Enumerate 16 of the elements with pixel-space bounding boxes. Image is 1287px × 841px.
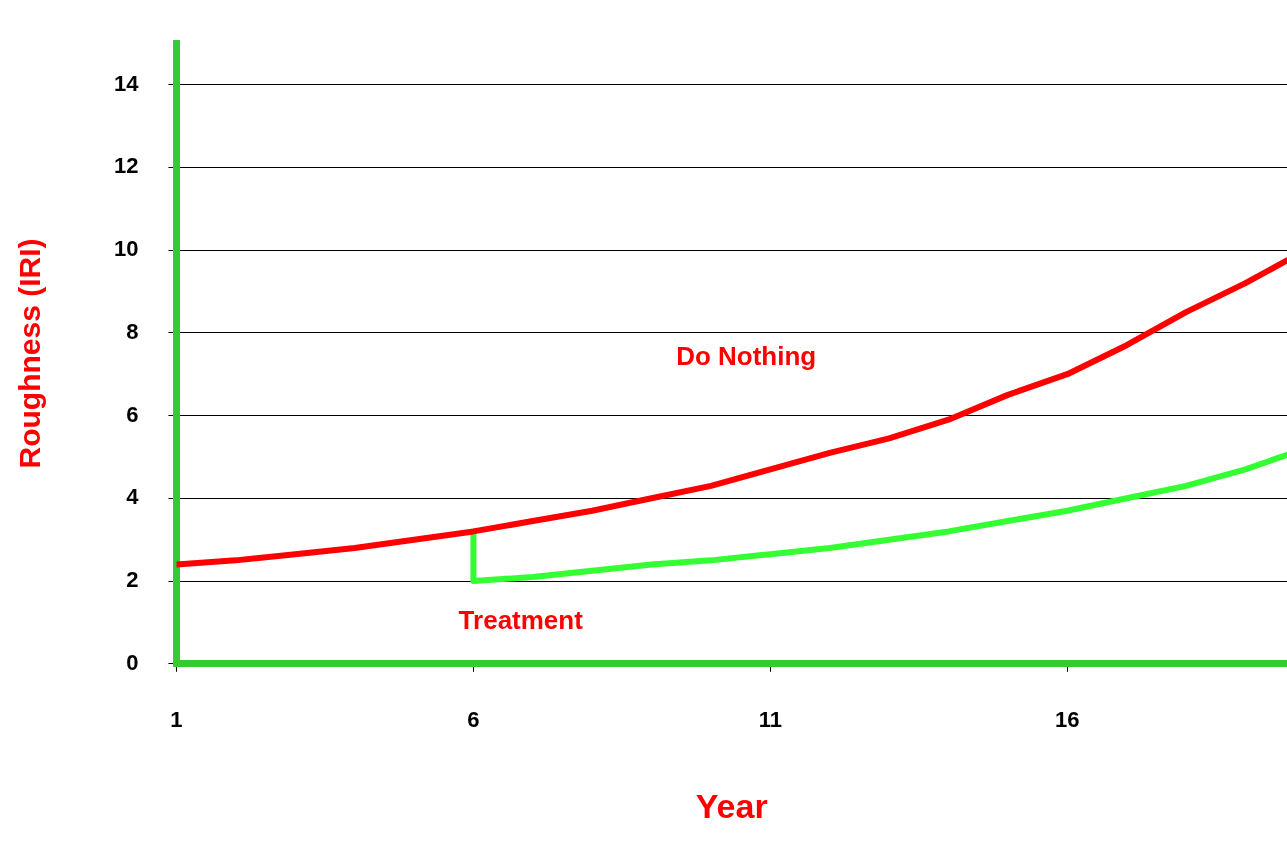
y-tick-label: 6 bbox=[126, 401, 139, 427]
y-tick-label: 0 bbox=[126, 649, 139, 675]
text: Do Nothing bbox=[676, 341, 817, 372]
x-tick-label: 16 bbox=[1055, 707, 1080, 733]
x-tick-label: 1 bbox=[170, 707, 183, 733]
x-axis-title: Year bbox=[695, 786, 768, 825]
y-tick-label: 4 bbox=[126, 484, 140, 510]
annotation: Treatment bbox=[458, 604, 584, 635]
x-tick-label: 11 bbox=[758, 707, 782, 733]
y-tick-label: 12 bbox=[113, 153, 139, 179]
y-tick-label: 10 bbox=[113, 236, 139, 262]
y-tick-label: 2 bbox=[126, 567, 139, 593]
y-tick-label: 8 bbox=[126, 318, 139, 344]
x-tick-label: 6 bbox=[467, 707, 480, 733]
y-axis-title: Roughness (IRI) bbox=[13, 238, 47, 469]
y-tick-label: 14 bbox=[113, 70, 140, 96]
